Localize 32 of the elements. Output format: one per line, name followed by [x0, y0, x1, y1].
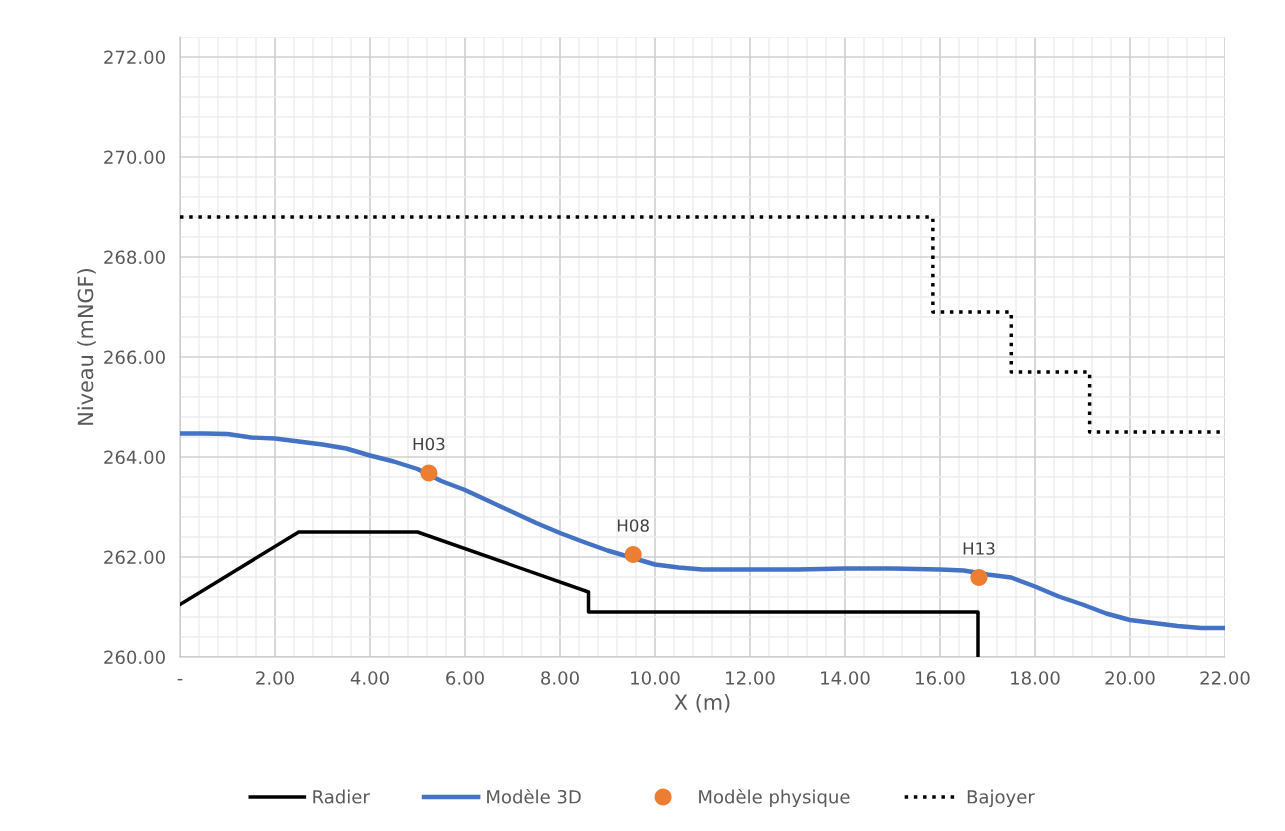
x-tick-label: 18.00: [1011, 671, 1060, 685]
y-tick-label: 270.00: [104, 150, 165, 165]
point: [970, 568, 988, 587]
y-tick-label: 272.00: [104, 50, 165, 65]
line-series: [180, 431, 1225, 631]
y-tick-label: 266.00: [104, 350, 165, 365]
x-tick-label: 6.00: [446, 671, 484, 685]
y-tick-label: 268.00: [104, 250, 165, 265]
x-tick-label: 8.00: [541, 671, 579, 685]
y-axis-title: Niveau (mNGF): [77, 269, 96, 425]
legend-label: Bajoyer: [967, 789, 1035, 808]
y-tick-label: 260.00: [104, 650, 165, 665]
x-tick-label: 22.00: [1200, 671, 1250, 685]
x-tick-label: 16.00: [916, 671, 965, 685]
x-tick-label: 4.00: [350, 671, 389, 685]
y-tick-label: 262.00: [104, 550, 165, 565]
legend-label: Modèle physique: [699, 788, 850, 808]
annotation: H08: [617, 519, 649, 532]
point: [420, 464, 438, 482]
x-tick-label: 14.00: [821, 671, 870, 685]
annotation: H03: [413, 437, 445, 451]
point: [624, 545, 642, 564]
legend-label: Radier: [313, 789, 370, 804]
y-tick-label: 264.00: [104, 450, 165, 465]
x-tick-label: -: [177, 678, 183, 681]
x-axis-title: X (m): [674, 693, 730, 713]
legend-label: Modèle 3D: [487, 788, 581, 804]
x-tick-label: 2.00: [256, 671, 294, 685]
annotation: H13: [963, 542, 995, 555]
x-tick-label: 20.00: [1105, 671, 1155, 685]
x-tick-label: 12.00: [726, 671, 775, 685]
x-tick-label: 10.00: [631, 671, 680, 685]
